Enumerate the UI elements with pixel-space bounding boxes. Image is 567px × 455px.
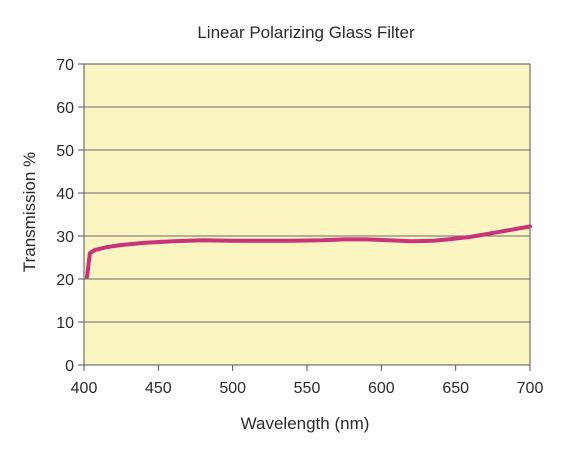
- x-tick-label: 700: [517, 380, 544, 397]
- y-tick-label: 30: [56, 229, 74, 246]
- y-tick-label: 20: [56, 272, 74, 289]
- gridlines: [84, 106, 530, 323]
- y-tick-label: 0: [65, 358, 74, 375]
- x-tick-label: 600: [368, 380, 395, 397]
- x-axis-label: Wavelength (nm): [241, 414, 370, 433]
- x-tick-label: 450: [145, 380, 172, 397]
- series-line: [85, 224, 532, 279]
- series-group: [85, 224, 532, 279]
- y-tick-label: 70: [56, 57, 74, 74]
- y-axis: 0 10 20 30 40 50 60 70: [56, 57, 84, 375]
- x-tick-label: 550: [294, 380, 321, 397]
- x-tick-label: 650: [442, 380, 469, 397]
- y-axis-label: Transmission %: [20, 152, 39, 272]
- chart-title: Linear Polarizing Glass Filter: [197, 23, 415, 42]
- x-tick-label: 400: [71, 380, 98, 397]
- y-tick-label: 50: [56, 143, 74, 160]
- plot-area: [84, 64, 530, 365]
- x-axis: 400 450 500 550 600 650 700: [71, 365, 544, 397]
- y-tick-label: 40: [56, 186, 74, 203]
- x-tick-label: 500: [219, 380, 246, 397]
- y-tick-label: 60: [56, 100, 74, 117]
- y-tick-label: 10: [56, 315, 74, 332]
